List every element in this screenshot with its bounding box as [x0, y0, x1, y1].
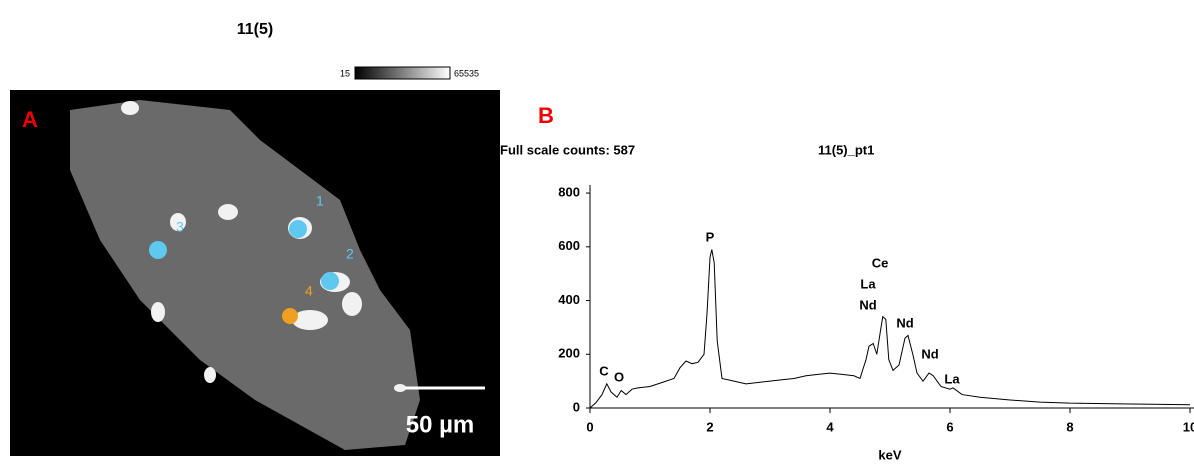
scale-min: 15 — [340, 68, 350, 78]
peak-label: Nd — [921, 346, 938, 361]
point-label: 4 — [305, 283, 313, 299]
peak-label: Ce — [872, 255, 889, 270]
peak-label: La — [944, 371, 960, 386]
scale-bar-label: 50 µm — [406, 411, 475, 438]
chart-subtitle: Full scale counts: 587 — [500, 142, 635, 157]
x-tick-label: 4 — [826, 419, 834, 434]
peak-label: La — [860, 276, 876, 291]
y-tick-label: 200 — [558, 346, 580, 361]
point-label: 1 — [316, 193, 324, 209]
y-tick-label: 600 — [558, 238, 580, 253]
x-tick-label: 6 — [946, 419, 953, 434]
x-tick-label: 10 — [1183, 419, 1194, 434]
panel-label: B — [538, 103, 554, 128]
peak-label: O — [614, 369, 624, 384]
scale-max: 65535 — [454, 68, 479, 78]
image-title: 11(5) — [237, 21, 273, 38]
grain — [70, 100, 420, 450]
y-tick-label: 800 — [558, 184, 580, 199]
spectrum — [589, 249, 1191, 409]
peak-label: Nd — [896, 315, 913, 330]
chart-title: 11(5)_pt1 — [818, 142, 874, 157]
x-axis-label: keV — [878, 447, 901, 462]
x-tick-label: 8 — [1066, 419, 1073, 434]
x-tick-label: 2 — [706, 419, 713, 434]
peak-label: C — [599, 363, 609, 378]
peak-label: P — [706, 229, 715, 244]
peak-label: Nd — [859, 297, 876, 312]
x-tick-label: 0 — [586, 419, 593, 434]
color-bar — [354, 66, 451, 80]
point-label: 3 — [176, 219, 184, 235]
y-tick-label: 0 — [573, 399, 580, 414]
point-label: 2 — [346, 246, 354, 262]
y-tick-label: 400 — [558, 292, 580, 307]
panel-label: A — [22, 107, 38, 132]
analysis-point-4 — [282, 308, 298, 324]
analysis-points — [149, 220, 339, 290]
